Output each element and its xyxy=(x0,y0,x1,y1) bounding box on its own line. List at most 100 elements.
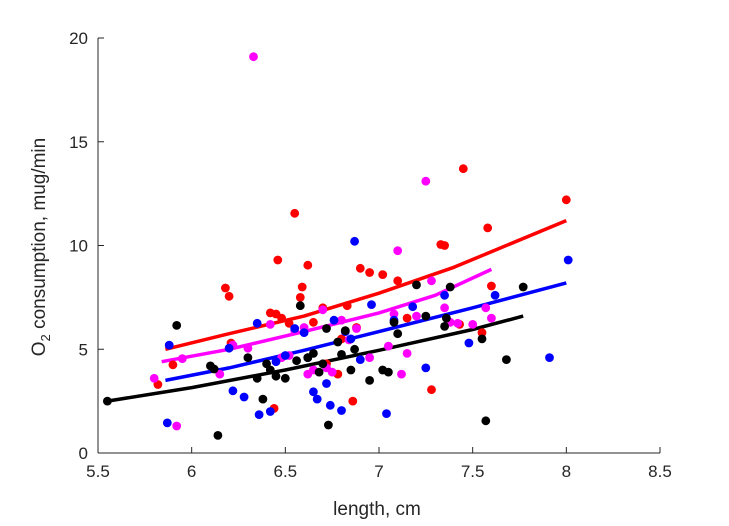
data-point-series-4 xyxy=(324,420,333,430)
data-point-series-1 xyxy=(290,208,300,218)
data-point-series-3 xyxy=(162,418,172,428)
data-point-series-1 xyxy=(303,260,313,270)
data-point-series-2 xyxy=(481,303,491,313)
data-point-series-3 xyxy=(440,290,449,300)
y-ticks: 0 5 10 15 20 xyxy=(69,29,104,463)
x-ticks: 5.5 6 6.5 7 7.5 8 8.5 xyxy=(86,447,672,481)
y-tick-label: 20 xyxy=(69,29,88,48)
data-point-series-2 xyxy=(265,320,275,329)
data-point-series-4 xyxy=(265,365,275,375)
data-point-series-1 xyxy=(458,164,468,174)
y-axis-label-main: O xyxy=(29,341,50,356)
data-point-series-2 xyxy=(337,315,346,325)
data-point-series-3 xyxy=(280,351,290,360)
data-point-series-4 xyxy=(442,313,451,323)
data-point-series-4 xyxy=(389,317,399,327)
data-point-series-4 xyxy=(350,344,359,354)
data-point-series-3 xyxy=(464,338,474,348)
data-point-series-4 xyxy=(518,282,528,292)
x-tick-label: 8 xyxy=(562,462,571,481)
data-point-series-1 xyxy=(355,263,365,273)
data-point-series-1 xyxy=(348,396,358,406)
data-point-series-4 xyxy=(271,371,281,381)
data-point-series-4 xyxy=(393,329,403,339)
data-point-series-2 xyxy=(365,353,374,362)
data-point-series-1 xyxy=(487,281,496,291)
data-point-series-1 xyxy=(224,291,234,301)
points-layer xyxy=(103,52,573,440)
data-point-series-4 xyxy=(340,326,350,335)
data-point-series-2 xyxy=(249,52,258,62)
data-point-series-1 xyxy=(561,195,571,205)
data-point-series-2 xyxy=(389,309,399,319)
data-point-series-3 xyxy=(252,318,262,328)
data-point-series-3 xyxy=(265,407,275,416)
data-point-series-3 xyxy=(346,334,356,344)
x-tick-label: 5.5 xyxy=(86,462,110,481)
data-point-series-1 xyxy=(440,241,449,250)
data-point-series-1 xyxy=(295,293,305,302)
data-point-series-4 xyxy=(318,359,328,369)
data-point-series-3 xyxy=(408,302,418,312)
data-point-series-1 xyxy=(309,317,318,327)
data-point-series-4 xyxy=(213,431,223,440)
data-point-series-1 xyxy=(393,276,403,286)
data-point-series-2 xyxy=(421,176,431,186)
data-point-series-1 xyxy=(297,282,307,292)
data-point-series-4 xyxy=(481,416,491,426)
data-point-series-4 xyxy=(337,350,346,359)
data-point-series-2 xyxy=(352,324,361,333)
data-point-series-2 xyxy=(487,313,496,323)
data-point-series-1 xyxy=(221,283,230,293)
data-point-series-2 xyxy=(397,369,406,379)
data-point-series-4 xyxy=(314,367,324,377)
data-point-series-1 xyxy=(168,360,178,370)
data-point-series-3 xyxy=(299,328,309,337)
fit-line-series-4 xyxy=(107,314,524,403)
data-point-series-3 xyxy=(337,406,346,415)
data-point-series-3 xyxy=(271,357,281,367)
data-point-series-1 xyxy=(277,313,286,323)
data-point-series-3 xyxy=(312,394,322,404)
data-point-series-3 xyxy=(224,343,234,353)
data-point-series-3 xyxy=(545,353,554,362)
x-tick-label: 7 xyxy=(374,462,383,481)
data-point-series-2 xyxy=(427,276,436,286)
data-point-series-2 xyxy=(149,373,159,383)
data-point-series-3 xyxy=(350,236,359,246)
data-point-series-2 xyxy=(215,369,225,379)
data-point-series-4 xyxy=(209,364,219,374)
y-axis-label: O2 consumption, mug/min xyxy=(29,138,53,356)
y-tick-label: 0 xyxy=(79,444,88,463)
data-point-series-1 xyxy=(284,318,294,328)
data-point-series-3 xyxy=(325,400,335,410)
data-point-series-2 xyxy=(412,311,421,321)
data-point-series-3 xyxy=(239,392,249,402)
data-point-series-2 xyxy=(384,341,393,351)
data-point-series-1 xyxy=(477,328,487,337)
data-point-series-2 xyxy=(318,305,328,315)
data-point-series-2 xyxy=(172,421,182,431)
data-point-series-3 xyxy=(490,290,500,300)
data-point-series-3 xyxy=(228,386,238,396)
data-point-series-2 xyxy=(393,246,403,256)
data-point-series-4 xyxy=(346,365,356,375)
data-point-series-1 xyxy=(483,223,493,233)
data-point-series-2 xyxy=(440,303,449,313)
data-point-series-4 xyxy=(243,353,253,362)
data-point-series-4 xyxy=(295,301,305,311)
data-point-series-1 xyxy=(378,270,388,279)
x-tick-label: 6.5 xyxy=(274,462,298,481)
data-point-series-4 xyxy=(477,334,487,344)
data-point-series-4 xyxy=(412,280,421,290)
data-point-series-2 xyxy=(468,320,478,329)
data-point-series-4 xyxy=(421,311,431,321)
data-point-series-4 xyxy=(333,337,343,347)
y-axis-label-subscript: 2 xyxy=(38,334,53,341)
x-tick-label: 8.5 xyxy=(648,462,672,481)
data-point-series-4 xyxy=(440,322,449,331)
data-point-series-4 xyxy=(384,367,393,377)
data-point-series-1 xyxy=(365,268,374,277)
data-point-series-2 xyxy=(402,349,412,358)
